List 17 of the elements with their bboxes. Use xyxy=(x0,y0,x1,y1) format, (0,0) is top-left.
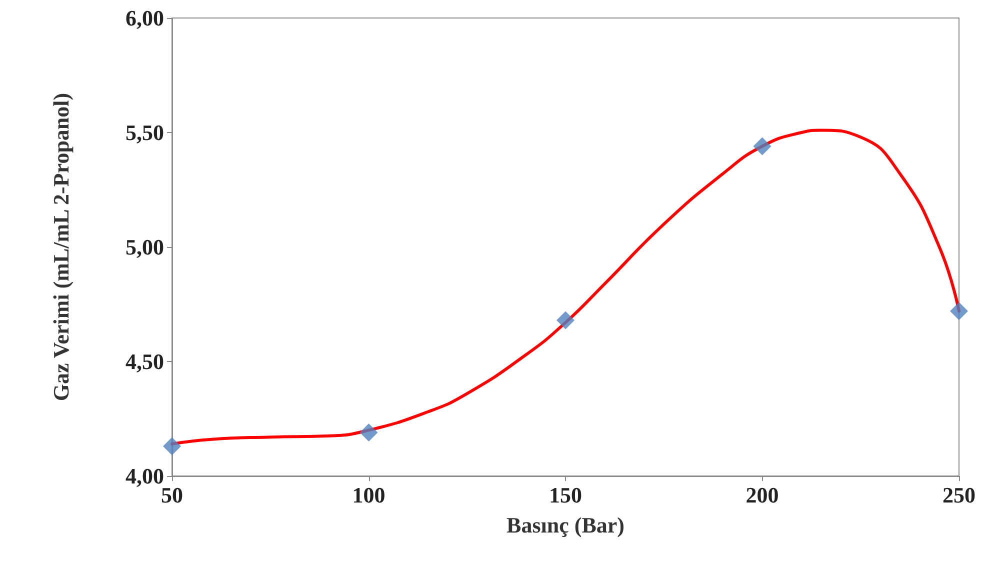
point xyxy=(556,311,574,330)
y-tick-label: 4,50 xyxy=(126,349,164,374)
x-tick-label: 100 xyxy=(352,482,386,508)
y-tick-label: 4,00 xyxy=(126,464,164,488)
y-tick-label: 6,00 xyxy=(126,6,164,30)
x-tick-label: 200 xyxy=(746,482,779,508)
x-tick-label: 50 xyxy=(161,482,183,508)
y-tick-label: 5,00 xyxy=(126,234,164,260)
x-tick-label: 250 xyxy=(942,482,976,508)
point xyxy=(950,302,968,320)
point xyxy=(360,423,378,442)
x-tick-label: 150 xyxy=(549,482,582,508)
x-axis-title: Basınç (Bar) xyxy=(506,512,624,538)
point xyxy=(753,137,772,156)
y-axis-title: Gaz Verimi (mL/mL 2-Propanol) xyxy=(48,92,74,402)
y-tick-label: 5,50 xyxy=(126,120,164,145)
point xyxy=(163,437,181,456)
